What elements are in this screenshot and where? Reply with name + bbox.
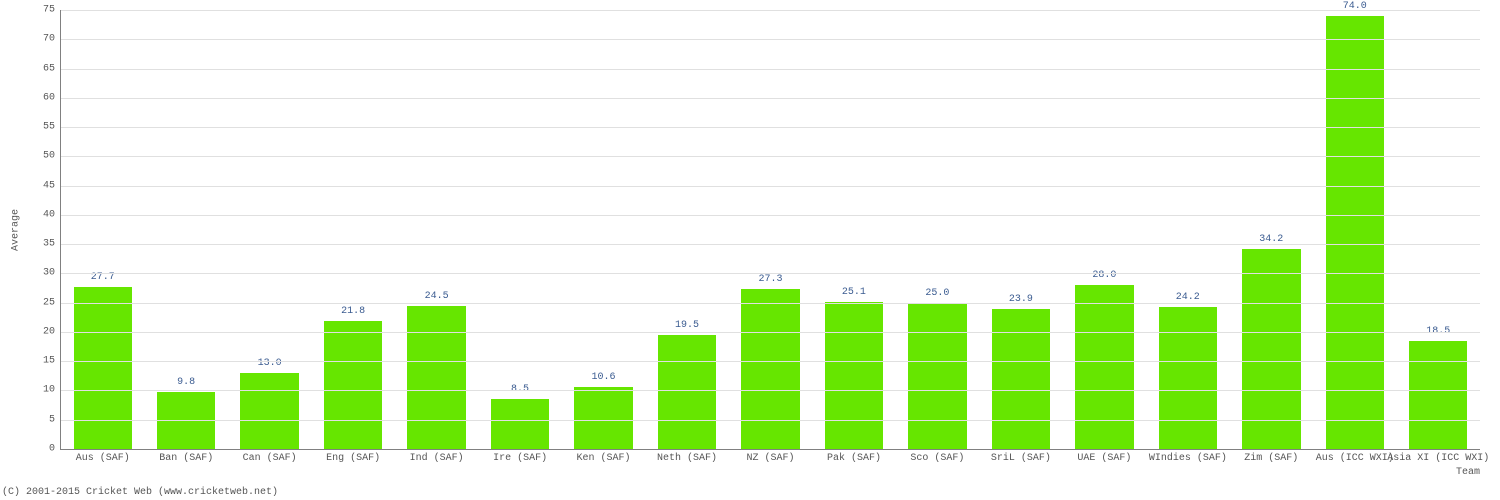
bar-slot: 8.5Ire (SAF) <box>478 10 561 449</box>
bar-category-label: Aus (ICC WXI) <box>1316 453 1394 464</box>
bar: 10.6 <box>574 387 632 449</box>
bar-category-label: Pak (SAF) <box>827 453 881 464</box>
y-tick-label: 45 <box>43 180 61 191</box>
bar-category-label: NZ (SAF) <box>746 453 794 464</box>
gridline <box>61 390 1480 391</box>
bar-category-label: Ken (SAF) <box>577 453 631 464</box>
gridline <box>61 332 1480 333</box>
y-tick-label: 50 <box>43 151 61 162</box>
bar-slot: 23.9SriL (SAF) <box>979 10 1062 449</box>
bar-value-label: 28.0 <box>1092 270 1116 281</box>
bar: 13.0 <box>240 373 298 449</box>
gridline <box>61 215 1480 216</box>
bar-slot: 74.0Aus (ICC WXI) <box>1313 10 1396 449</box>
bar-value-label: 24.5 <box>425 291 449 302</box>
bar-slot: 21.8Eng (SAF) <box>311 10 394 449</box>
bar-slot: 28.0UAE (SAF) <box>1063 10 1146 449</box>
bar-category-label: SriL (SAF) <box>991 453 1051 464</box>
bar-value-label: 27.3 <box>758 274 782 285</box>
gridline <box>61 69 1480 70</box>
bar-category-label: WIndies (SAF) <box>1149 453 1227 464</box>
bar-category-label: Sco (SAF) <box>910 453 964 464</box>
chart-container: Average Team 27.7Aus (SAF)9.8Ban (SAF)13… <box>0 0 1500 500</box>
gridline <box>61 303 1480 304</box>
bars-row: 27.7Aus (SAF)9.8Ban (SAF)13.0Can (SAF)21… <box>61 10 1480 449</box>
y-tick-label: 25 <box>43 297 61 308</box>
bar-value-label: 21.8 <box>341 306 365 317</box>
bar-slot: 34.2Zim (SAF) <box>1230 10 1313 449</box>
y-axis-title: Average <box>11 208 22 250</box>
bar-category-label: Neth (SAF) <box>657 453 717 464</box>
bar-category-label: Asia XI (ICC WXI) <box>1387 453 1489 464</box>
bar-slot: 24.5Ind (SAF) <box>395 10 478 449</box>
bar-value-label: 10.6 <box>592 372 616 383</box>
bar-value-label: 19.5 <box>675 320 699 331</box>
y-tick-label: 70 <box>43 34 61 45</box>
bar-slot: 18.5Asia XI (ICC WXI) <box>1397 10 1480 449</box>
y-tick-label: 60 <box>43 92 61 103</box>
bar-slot: 10.6Ken (SAF) <box>562 10 645 449</box>
bar-slot: 27.7Aus (SAF) <box>61 10 144 449</box>
bar-value-label: 25.1 <box>842 287 866 298</box>
bar-slot: 25.1Pak (SAF) <box>812 10 895 449</box>
bar-value-label: 25.0 <box>925 288 949 299</box>
bar-category-label: Eng (SAF) <box>326 453 380 464</box>
bar-category-label: Zim (SAF) <box>1244 453 1298 464</box>
bar: 8.5 <box>491 399 549 449</box>
bar: 21.8 <box>324 321 382 449</box>
bar: 24.2 <box>1159 307 1217 449</box>
gridline <box>61 186 1480 187</box>
bar: 25.0 <box>908 303 966 449</box>
bar-category-label: Ban (SAF) <box>159 453 213 464</box>
bar-slot: 13.0Can (SAF) <box>228 10 311 449</box>
gridline <box>61 420 1480 421</box>
gridline <box>61 361 1480 362</box>
plot-area: Average Team 27.7Aus (SAF)9.8Ban (SAF)13… <box>60 10 1480 450</box>
bar-slot: 24.2WIndies (SAF) <box>1146 10 1229 449</box>
y-tick-label: 55 <box>43 122 61 133</box>
y-tick-label: 35 <box>43 239 61 250</box>
y-tick-label: 30 <box>43 268 61 279</box>
y-tick-label: 15 <box>43 356 61 367</box>
bar: 28.0 <box>1075 285 1133 449</box>
bar: 24.5 <box>407 306 465 449</box>
bar: 25.1 <box>825 302 883 449</box>
bar-category-label: Aus (SAF) <box>76 453 130 464</box>
y-tick-label: 40 <box>43 209 61 220</box>
bar: 74.0 <box>1326 16 1384 449</box>
y-tick-label: 5 <box>49 414 61 425</box>
bar-value-label: 13.0 <box>258 358 282 369</box>
gridline <box>61 39 1480 40</box>
bar: 23.9 <box>992 309 1050 449</box>
gridline <box>61 244 1480 245</box>
gridline <box>61 10 1480 11</box>
y-tick-label: 0 <box>49 444 61 455</box>
bar-category-label: Can (SAF) <box>243 453 297 464</box>
bar-slot: 9.8Ban (SAF) <box>144 10 227 449</box>
gridline <box>61 127 1480 128</box>
bar-category-label: Ire (SAF) <box>493 453 547 464</box>
bar: 27.7 <box>74 287 132 449</box>
gridline <box>61 273 1480 274</box>
bar-category-label: Ind (SAF) <box>410 453 464 464</box>
bar: 18.5 <box>1409 341 1467 449</box>
bar-slot: 25.0Sco (SAF) <box>896 10 979 449</box>
y-tick-label: 75 <box>43 5 61 16</box>
footer-copyright: (C) 2001-2015 Cricket Web (www.cricketwe… <box>2 487 278 498</box>
bar-category-label: UAE (SAF) <box>1077 453 1131 464</box>
y-tick-label: 65 <box>43 63 61 74</box>
y-tick-label: 20 <box>43 326 61 337</box>
bar: 19.5 <box>658 335 716 449</box>
gridline <box>61 156 1480 157</box>
bar: 27.3 <box>741 289 799 449</box>
bar-value-label: 9.8 <box>177 377 195 388</box>
bar-slot: 19.5Neth (SAF) <box>645 10 728 449</box>
gridline <box>61 98 1480 99</box>
bar-slot: 27.3NZ (SAF) <box>729 10 812 449</box>
y-tick-label: 10 <box>43 385 61 396</box>
x-axis-title: Team <box>1456 467 1480 478</box>
